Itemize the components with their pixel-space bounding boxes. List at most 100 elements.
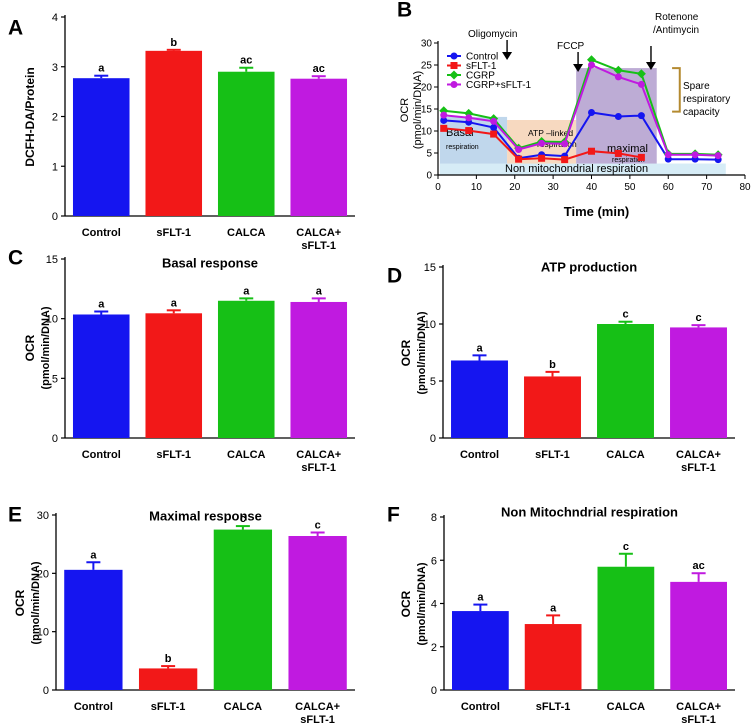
significance-letter: b bbox=[549, 359, 556, 371]
significance-letter: a bbox=[171, 297, 178, 309]
series-point bbox=[637, 80, 645, 88]
y-axis-label-line2: (pmol/min/DNA) bbox=[416, 562, 428, 645]
x-tick-label: Control bbox=[461, 701, 500, 713]
x-tick-label: CALCA+ sFLT-1 bbox=[295, 701, 340, 726]
y-tick-label: 0 bbox=[43, 685, 49, 697]
x-tick-label: 70 bbox=[701, 182, 713, 193]
series-point bbox=[465, 114, 473, 122]
x-axis-label: Time (min) bbox=[564, 204, 630, 219]
significance-letter: ac bbox=[313, 63, 325, 75]
legend-marker bbox=[450, 81, 458, 88]
series-point bbox=[561, 156, 569, 164]
significance-letter: ac bbox=[240, 55, 252, 67]
y-axis-label: OCR(pmol/min/DNA) bbox=[399, 562, 428, 645]
y-axis-label-line2: (pmol/min/DNA) bbox=[412, 71, 424, 149]
significance-letter: b bbox=[170, 37, 177, 49]
x-tick-label: 40 bbox=[586, 182, 598, 193]
bar bbox=[290, 301, 348, 438]
y-tick-label: 10 bbox=[424, 319, 436, 331]
series-point bbox=[614, 112, 622, 120]
x-tick-label: 80 bbox=[739, 182, 751, 193]
bar bbox=[524, 624, 582, 690]
bar bbox=[597, 324, 654, 438]
chart-title: Maximal response bbox=[149, 509, 262, 524]
series-point bbox=[588, 147, 595, 155]
x-tick-label: 20 bbox=[509, 182, 521, 193]
series-point bbox=[636, 69, 646, 79]
y-tick-label: 8 bbox=[431, 512, 437, 524]
bar bbox=[288, 536, 347, 690]
x-tick-label: Control bbox=[460, 449, 499, 461]
y-axis-label-line2: (pmol/min/DNA) bbox=[416, 311, 428, 394]
y-tick-label: 20 bbox=[421, 83, 433, 94]
chart-title: Basal response bbox=[162, 256, 258, 271]
atp-label-1: ATP –linked bbox=[528, 128, 573, 138]
x-tick-label: Control bbox=[82, 227, 121, 239]
y-axis-label-line1: OCR bbox=[399, 339, 413, 366]
x-tick-label: sFLT-1 bbox=[535, 449, 570, 461]
series-point bbox=[587, 55, 596, 65]
panel-letter: A bbox=[8, 16, 23, 39]
y-axis-label-line1: OCR bbox=[23, 334, 37, 361]
legend-label: CGRP bbox=[466, 71, 495, 82]
x-tick-label: CALCA+ sFLT-1 bbox=[296, 227, 341, 252]
y-tick-label: 4 bbox=[431, 599, 437, 611]
x-tick-label: 30 bbox=[548, 182, 560, 193]
x-tick-label: CALCA bbox=[227, 227, 266, 239]
series-point bbox=[588, 109, 595, 117]
spare-capacity-bracket bbox=[672, 67, 681, 113]
panel-e: E Maximal response OCR (pmol/min/DNA) 0 10 20 3… bbox=[8, 503, 355, 726]
x-tick-label: 50 bbox=[624, 182, 636, 193]
y-axis-label-line2: (pmol/min/DNA) bbox=[30, 561, 42, 644]
legend-label: sFLT-1 bbox=[466, 61, 497, 72]
y-tick-label: 0 bbox=[52, 433, 58, 445]
y-axis-label: OCR(pmol/min/DNA) bbox=[399, 71, 424, 149]
chart-title: ATP production bbox=[541, 260, 637, 275]
panel-a: A DCFH-DA/Protein 0 1 2 3 4 a Control b sFLT-1 ac CA… bbox=[8, 12, 355, 252]
x-tick-label: sFLT-1 bbox=[156, 227, 191, 239]
x-tick-label-line: CALCA+ bbox=[676, 701, 721, 713]
y-tick-label: 15 bbox=[46, 254, 58, 266]
legend-marker bbox=[450, 52, 458, 60]
series-point bbox=[490, 117, 498, 125]
bar bbox=[217, 71, 275, 216]
series-point bbox=[614, 73, 622, 81]
x-tick-label: sFLT-1 bbox=[151, 701, 186, 713]
bar bbox=[64, 569, 123, 690]
y-tick-label: 25 bbox=[421, 61, 433, 72]
x-tick-label: sFLT-1 bbox=[156, 449, 191, 461]
significance-letter: a bbox=[98, 63, 105, 75]
y-tick-label: 30 bbox=[421, 39, 433, 50]
series-point bbox=[613, 65, 623, 75]
x-tick-label-line: CALCA+ bbox=[676, 449, 721, 461]
series-point bbox=[714, 152, 722, 160]
series-point bbox=[515, 155, 523, 163]
legend-marker bbox=[449, 70, 459, 80]
significance-letter: c bbox=[623, 541, 629, 553]
series-point bbox=[691, 151, 699, 159]
x-tick-label-line: sFLT-1 bbox=[681, 462, 716, 474]
rotenone-label-1: Rotenone bbox=[655, 12, 699, 23]
panel-d: D ATP production OCR (pmol/min/DNA) 0 5 10 15 a C… bbox=[387, 260, 735, 474]
significance-letter: c bbox=[695, 312, 701, 324]
bar bbox=[452, 611, 509, 690]
bar bbox=[290, 78, 348, 216]
y-tick-label: 2 bbox=[431, 642, 437, 654]
significance-letter: a bbox=[477, 592, 484, 604]
x-tick-label: CALCA bbox=[224, 701, 263, 713]
rotenone-arrow-head bbox=[645, 62, 656, 70]
bar bbox=[670, 581, 727, 690]
x-tick-label: Control bbox=[74, 701, 113, 713]
significance-letter: c bbox=[315, 520, 321, 532]
oligomycin-arrow-head bbox=[502, 52, 513, 60]
y-axis-label-line1: OCR bbox=[13, 589, 27, 616]
panel-letter: D bbox=[387, 264, 402, 287]
y-tick-label: 20 bbox=[37, 568, 49, 580]
x-tick-label: CALCA bbox=[607, 701, 646, 713]
x-tick-label: 10 bbox=[471, 182, 483, 193]
series-line bbox=[443, 63, 719, 157]
spare-label-2: respiratory bbox=[683, 94, 730, 105]
bar bbox=[217, 300, 275, 438]
significance-letter: c bbox=[622, 309, 628, 321]
chart-title: Non Mitochndrial respiration bbox=[501, 505, 678, 520]
